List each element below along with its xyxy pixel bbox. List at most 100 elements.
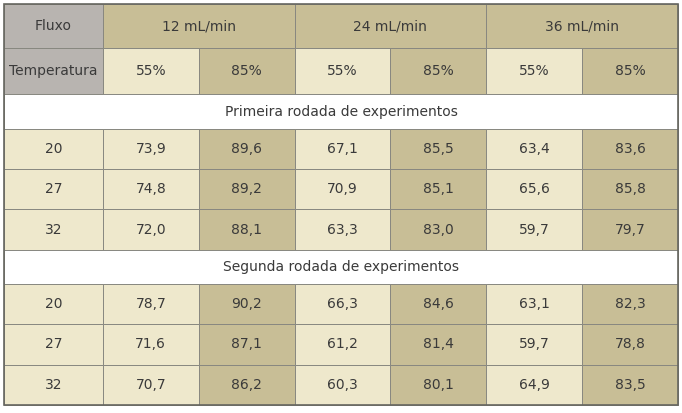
Text: 64,9: 64,9 — [519, 378, 550, 392]
Bar — [4, 250, 678, 284]
Text: 83,0: 83,0 — [423, 223, 454, 237]
Bar — [486, 4, 678, 48]
Text: 81,4: 81,4 — [423, 337, 454, 351]
Bar — [198, 284, 295, 324]
Text: 80,1: 80,1 — [423, 378, 454, 392]
Text: Temperatura: Temperatura — [9, 64, 98, 78]
Bar — [390, 169, 486, 209]
Bar — [103, 324, 198, 365]
Text: 85%: 85% — [423, 64, 454, 78]
Text: 85%: 85% — [614, 64, 645, 78]
Bar — [4, 284, 103, 324]
Text: 61,2: 61,2 — [327, 337, 358, 351]
Text: 66,3: 66,3 — [327, 297, 358, 311]
Bar — [4, 129, 103, 169]
Text: 89,2: 89,2 — [231, 182, 262, 196]
Bar — [103, 365, 198, 405]
Text: 65,6: 65,6 — [519, 182, 550, 196]
Text: Segunda rodada de experimentos: Segunda rodada de experimentos — [223, 260, 459, 274]
Text: 79,7: 79,7 — [614, 223, 645, 237]
Text: 78,8: 78,8 — [614, 337, 645, 351]
Bar — [486, 169, 582, 209]
Bar — [103, 48, 198, 95]
Text: 83,6: 83,6 — [614, 142, 645, 156]
Text: 85,8: 85,8 — [614, 182, 645, 196]
Bar — [198, 48, 295, 95]
Text: 85%: 85% — [231, 64, 262, 78]
Bar — [582, 169, 678, 209]
Text: 90,2: 90,2 — [231, 297, 262, 311]
Bar — [295, 129, 390, 169]
Bar — [4, 365, 103, 405]
Bar — [295, 4, 486, 48]
Text: 84,6: 84,6 — [423, 297, 454, 311]
Text: Primeira rodada de experimentos: Primeira rodada de experimentos — [224, 104, 458, 119]
Bar — [582, 365, 678, 405]
Text: 72,0: 72,0 — [136, 223, 166, 237]
Bar — [198, 324, 295, 365]
Bar — [295, 169, 390, 209]
Bar — [486, 365, 582, 405]
Text: 55%: 55% — [136, 64, 166, 78]
Text: 20: 20 — [44, 142, 62, 156]
Bar — [198, 129, 295, 169]
Bar — [390, 209, 486, 250]
Bar — [198, 209, 295, 250]
Bar — [582, 48, 678, 95]
Bar — [295, 284, 390, 324]
Text: 71,6: 71,6 — [135, 337, 166, 351]
Bar — [486, 48, 582, 95]
Text: 32: 32 — [44, 378, 62, 392]
Bar — [4, 209, 103, 250]
Text: 74,8: 74,8 — [136, 182, 166, 196]
Bar — [582, 284, 678, 324]
Text: 85,1: 85,1 — [423, 182, 454, 196]
Text: 24 mL/min: 24 mL/min — [353, 19, 428, 33]
Bar — [295, 209, 390, 250]
Bar — [103, 284, 198, 324]
Text: 78,7: 78,7 — [136, 297, 166, 311]
Bar — [390, 365, 486, 405]
Bar — [103, 209, 198, 250]
Text: 55%: 55% — [519, 64, 550, 78]
Text: 83,5: 83,5 — [614, 378, 645, 392]
Bar — [4, 324, 103, 365]
Bar — [198, 169, 295, 209]
Text: 27: 27 — [44, 182, 62, 196]
Bar — [486, 284, 582, 324]
Bar — [295, 365, 390, 405]
Text: 63,4: 63,4 — [519, 142, 550, 156]
Bar — [486, 324, 582, 365]
Text: 86,2: 86,2 — [231, 378, 262, 392]
Bar — [486, 209, 582, 250]
Bar — [103, 129, 198, 169]
Bar — [4, 48, 103, 95]
Text: Fluxo: Fluxo — [35, 19, 72, 33]
Bar — [582, 324, 678, 365]
Bar — [198, 365, 295, 405]
Bar — [295, 324, 390, 365]
Bar — [295, 48, 390, 95]
Text: 59,7: 59,7 — [519, 337, 550, 351]
Text: 85,5: 85,5 — [423, 142, 454, 156]
Text: 89,6: 89,6 — [231, 142, 262, 156]
Bar — [390, 48, 486, 95]
Text: 70,9: 70,9 — [327, 182, 358, 196]
Bar — [4, 169, 103, 209]
Text: 20: 20 — [44, 297, 62, 311]
Text: 88,1: 88,1 — [231, 223, 262, 237]
Text: 12 mL/min: 12 mL/min — [162, 19, 236, 33]
Text: 82,3: 82,3 — [614, 297, 645, 311]
Text: 36 mL/min: 36 mL/min — [545, 19, 619, 33]
Text: 60,3: 60,3 — [327, 378, 358, 392]
Text: 55%: 55% — [327, 64, 358, 78]
Bar — [390, 284, 486, 324]
Bar — [390, 129, 486, 169]
Bar — [390, 324, 486, 365]
Text: 87,1: 87,1 — [231, 337, 262, 351]
Text: 32: 32 — [44, 223, 62, 237]
Text: 73,9: 73,9 — [136, 142, 166, 156]
Bar — [486, 129, 582, 169]
Bar — [4, 4, 103, 48]
Text: 27: 27 — [44, 337, 62, 351]
